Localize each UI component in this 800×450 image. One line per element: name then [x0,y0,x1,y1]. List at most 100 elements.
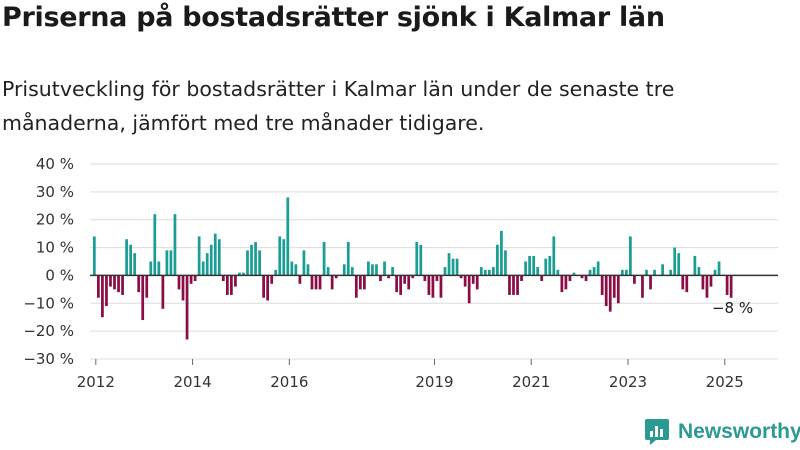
bar [439,275,443,298]
bar [431,275,435,298]
bar [145,275,149,298]
bar [447,253,451,276]
bar [109,275,112,287]
x-tick-label: 2019 [415,373,453,391]
y-tick-label: −10 % [23,294,74,312]
bar [238,272,241,276]
bar [572,272,576,276]
bar [105,275,108,307]
bar [629,236,632,276]
bar [500,230,503,276]
bar [616,275,620,304]
bar [725,275,729,295]
bar [705,275,709,298]
bar [415,242,419,276]
bar [673,247,677,276]
bar [427,275,431,295]
bar [173,214,177,276]
bar [552,236,556,276]
bar [532,255,536,276]
bar [407,275,411,290]
bar [681,275,685,290]
bar [379,275,382,281]
chart-title: Priserna på bostadsrätter sjönk i Kalmar… [2,2,665,33]
y-tick-label: −30 % [23,350,74,368]
y-tick-label: 30 % [36,183,74,201]
bar [395,275,398,293]
bar [306,264,310,276]
bar [383,261,386,276]
bar [544,258,548,276]
bar [423,275,427,281]
bar [217,239,221,276]
bar [113,275,116,290]
bar [133,253,137,276]
y-tick-label: −20 % [23,322,74,340]
bar [310,275,314,290]
bar [697,267,701,276]
x-tick-label: 2023 [609,373,647,391]
bar [282,239,286,276]
y-tick-label: 10 % [36,239,74,257]
x-tick-label: 2025 [706,373,744,391]
bar [278,236,282,276]
newsworthy-logo: Newsworthy [644,418,800,446]
bar [568,275,572,281]
bar [471,275,475,284]
bar [270,275,274,284]
bar [193,275,197,281]
bar [443,267,447,276]
bar [479,267,483,276]
bar [685,275,689,293]
bar [677,253,681,276]
bar [242,272,245,276]
bar [149,261,153,276]
bar [129,244,132,276]
bar [165,250,169,276]
bar [302,250,306,276]
bar [600,275,604,295]
bar [592,267,596,276]
bar [717,261,721,276]
bar [185,275,189,340]
bar [411,275,415,279]
bar [290,261,294,276]
bar [117,275,120,293]
bar [225,275,229,295]
bar [419,244,423,276]
y-tick-label: 0 % [45,266,74,284]
bar [584,275,588,281]
bar [536,267,540,276]
bar [358,275,362,290]
bar [262,275,265,298]
bar [508,275,511,295]
bar [250,244,253,276]
bar [286,197,290,276]
bar [487,269,491,276]
bar [580,275,584,279]
bar [608,275,612,312]
bar [375,264,378,276]
bar [520,275,523,281]
bar [322,242,326,276]
bar [524,261,527,276]
bar [371,264,374,276]
bar [588,269,592,276]
bar [713,269,717,276]
bar [137,275,141,293]
bar [254,242,257,276]
bar [596,261,600,276]
bar [197,236,201,276]
bar [342,264,346,276]
y-tick-label: 40 % [36,155,74,173]
bar [451,258,455,276]
bar [729,275,733,298]
bar [467,275,471,304]
bar [318,275,322,290]
bar [92,236,96,276]
bar-chart: 40 %30 %20 %10 %0 %−10 %−20 %−30 % 2012 2… [23,155,778,391]
bar [633,275,636,284]
bar [653,269,656,276]
bar [157,261,161,276]
bar [645,269,648,276]
